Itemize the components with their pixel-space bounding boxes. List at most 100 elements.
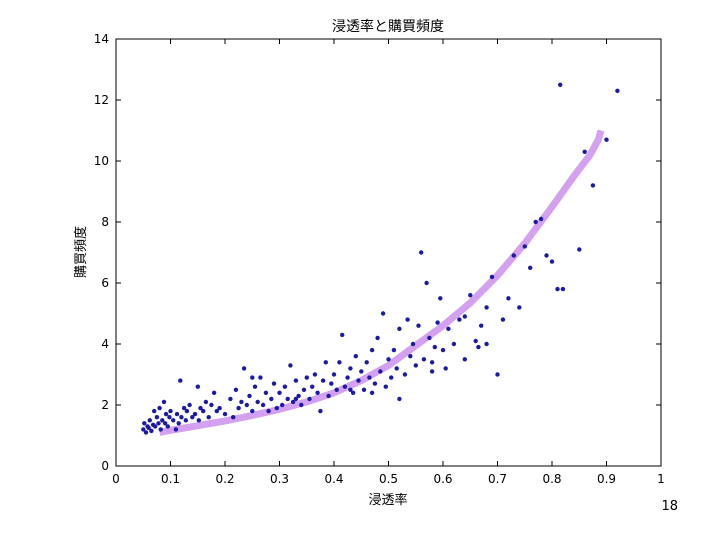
scatter-point: [269, 396, 274, 402]
y-tick-label: 4: [101, 337, 109, 351]
scatter-point: [222, 411, 228, 417]
scatter-point: [432, 344, 437, 350]
scatter-point: [152, 408, 157, 414]
scatter-point: [312, 372, 318, 377]
scatter-point: [183, 418, 188, 423]
scatter-point: [179, 415, 184, 420]
scatter-point: [361, 387, 367, 392]
scatter-point: [181, 405, 187, 411]
scatter-point: [274, 405, 279, 411]
scatter-point: [167, 415, 172, 420]
scatter-point: [161, 399, 167, 405]
scatter-point: [391, 347, 397, 353]
x-ticks: 0 0.1 0.2 0.3 0.4 0.5 0.6 0.7 0.8 0.9 1: [112, 39, 665, 486]
scatter-point: [506, 296, 511, 301]
scatter-point: [435, 320, 440, 325]
scatter-point: [549, 259, 555, 264]
scatter-point: [405, 317, 410, 322]
scatter-point: [337, 360, 342, 365]
scatter-point: [451, 341, 457, 347]
scatter-point: [171, 418, 176, 423]
scatter-point: [277, 390, 282, 395]
y-tick-label: 6: [101, 276, 109, 290]
x-tick-label: 1: [657, 472, 665, 486]
scatter-point: [203, 399, 209, 405]
x-tick-label: 0.8: [542, 472, 561, 486]
scatter-point: [318, 408, 323, 414]
scatter-point: [142, 421, 147, 426]
scatter-point: [369, 347, 375, 353]
y-tick-label: 10: [94, 154, 109, 168]
scatter-point: [348, 366, 353, 371]
scatter-point: [168, 408, 173, 414]
scatter-point: [206, 415, 211, 420]
page-number: 18: [661, 499, 678, 514]
scatter-point: [402, 372, 408, 377]
x-tick-label: 0: [112, 472, 120, 486]
scatter-point: [375, 335, 380, 341]
scatter-point: [438, 296, 443, 301]
scatter-point: [416, 323, 421, 328]
scatter-point: [511, 253, 516, 258]
scatter-point: [244, 402, 249, 408]
scatter-point: [443, 366, 448, 371]
x-tick-label: 0.4: [324, 472, 343, 486]
scatter-point: [517, 305, 522, 310]
y-tick-label: 14: [94, 32, 109, 46]
plot-frame: [115, 38, 662, 467]
scatter-point: [429, 369, 435, 374]
scatter-point: [522, 244, 527, 249]
scatter-point: [538, 216, 544, 222]
scatter-point: [372, 381, 378, 386]
scatter-point: [356, 378, 361, 383]
scatter-point: [160, 418, 165, 423]
scatter-point: [162, 421, 168, 426]
x-tick-label: 0.7: [488, 472, 507, 486]
scatter-point: [473, 338, 478, 344]
scatter-point: [345, 375, 350, 380]
scatter-point: [582, 149, 587, 154]
scatter-point: [266, 408, 271, 414]
scatter-point: [285, 396, 290, 402]
plot-layer: [141, 82, 620, 436]
scatter-point: [555, 286, 560, 292]
scatter-point: [260, 402, 266, 408]
scatter-point: [299, 402, 304, 408]
scatter-point: [364, 360, 369, 365]
scatter-point: [342, 384, 348, 389]
scatter-point: [329, 381, 334, 386]
fitted-curve: [158, 129, 605, 436]
y-ticks: 0 2 4 6 8 10 12 14: [94, 32, 661, 473]
scatter-point: [173, 427, 179, 432]
scatter-point: [389, 375, 394, 380]
scatter-point: [263, 390, 269, 395]
scatter-point: [195, 384, 200, 389]
scatter-point: [247, 393, 252, 399]
scatter-point: [196, 418, 201, 423]
chart-title: 浸透率と購買頻度: [332, 18, 444, 35]
scatter-point: [340, 332, 345, 338]
scatter-point: [397, 396, 402, 402]
scatter-point: [192, 411, 198, 417]
scatter-point: [280, 402, 285, 408]
scatter-point: [178, 378, 183, 383]
scatter-point: [410, 341, 416, 347]
scatter-point: [462, 314, 467, 319]
x-tick-label: 0.6: [433, 472, 452, 486]
scatter-point: [141, 427, 146, 432]
x-tick-label: 0.3: [270, 472, 289, 486]
scatter-point: [413, 363, 418, 368]
scatter-point: [331, 372, 337, 377]
scatter-point: [495, 372, 500, 377]
scatter-point: [176, 421, 181, 426]
scatter-point: [484, 341, 489, 347]
y-tick-label: 0: [101, 459, 109, 473]
scatter-point: [143, 430, 149, 435]
scatter-point: [533, 219, 538, 225]
y-tick-label: 8: [101, 215, 109, 229]
y-axis-label: 購買頻度: [73, 226, 89, 278]
scatter-point: [296, 393, 301, 399]
scatter-point: [408, 354, 413, 359]
scatter-point: [440, 347, 446, 353]
